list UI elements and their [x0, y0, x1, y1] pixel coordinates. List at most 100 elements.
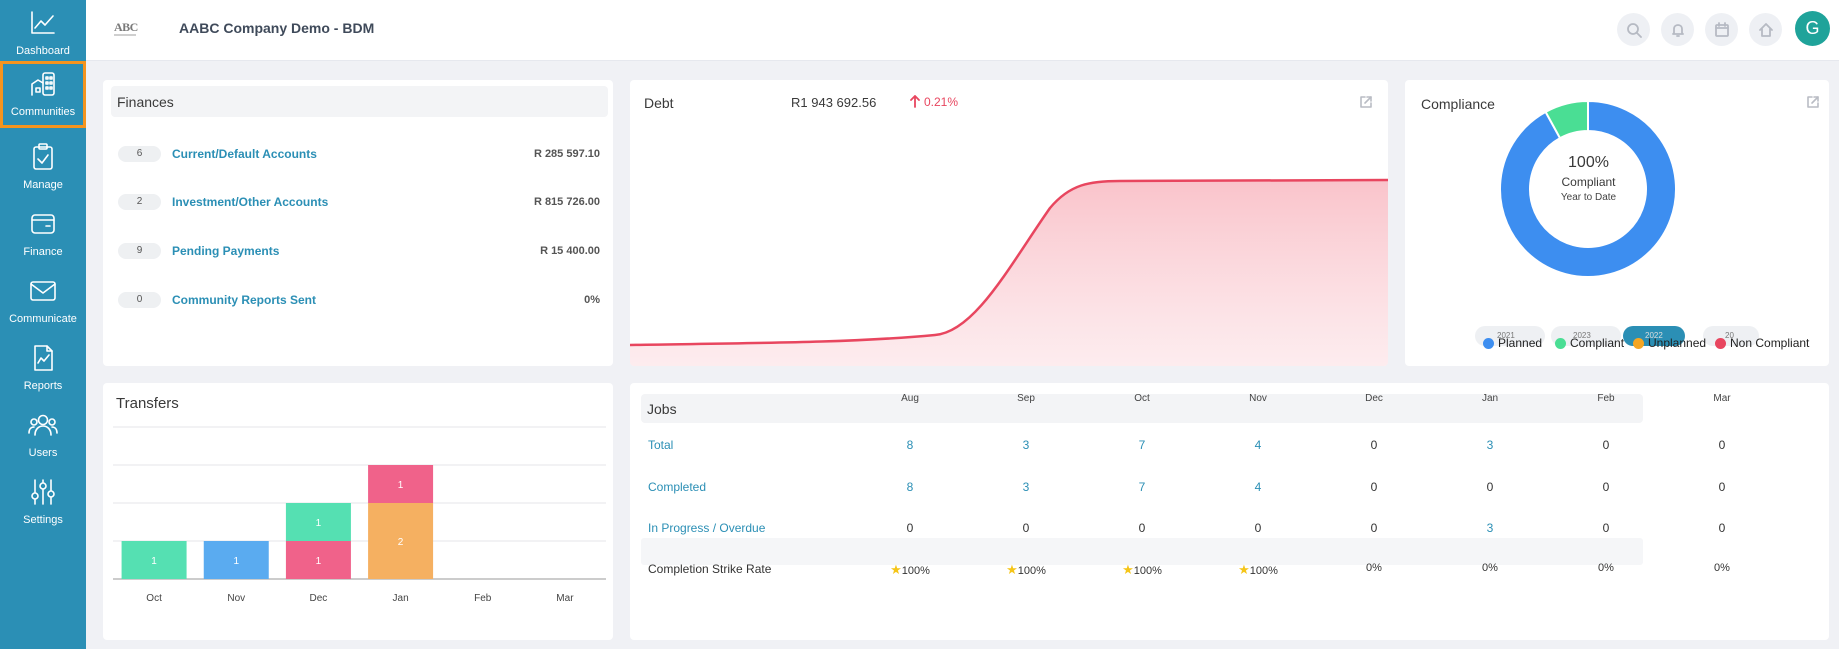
jobs-cell-value: 0% — [1366, 562, 1382, 574]
compliance-donut — [1499, 99, 1677, 278]
jobs-cell-value: 0 — [1138, 521, 1146, 535]
jobs-cell[interactable]: 3 — [1460, 521, 1520, 535]
jobs-cell: 0 — [1112, 521, 1172, 535]
jobs-cell-value: 100% — [1249, 565, 1278, 577]
finance-value: R 815 726.00 — [533, 196, 600, 208]
jobs-cell-value: 0 — [1486, 480, 1494, 494]
bar-segment[interactable] — [285, 541, 351, 579]
jobs-cell-value: 0 — [1022, 521, 1030, 535]
home-button[interactable] — [1749, 13, 1782, 46]
finance-value: 0% — [584, 294, 600, 306]
donut-slice-compliant[interactable] — [1544, 99, 1589, 140]
sidebar-item-label: Settings — [23, 514, 63, 526]
sidebar: Dashboard Communities Manage Finance Com… — [0, 0, 86, 649]
calendar-button[interactable] — [1705, 13, 1738, 46]
bar-segment[interactable] — [368, 503, 434, 579]
jobs-cell[interactable]: 8 — [880, 480, 940, 494]
jobs-month-header: Oct — [1134, 393, 1150, 404]
jobs-month-header: Aug — [901, 393, 919, 404]
compliance-card: Compliance 100% Compliant Year to Date 2… — [1405, 80, 1829, 366]
legend-planned[interactable]: Planned — [1483, 336, 1542, 350]
x-tick-label: Nov — [227, 593, 245, 604]
jobs-row-label[interactable]: Total — [648, 438, 674, 452]
debt-amount: R1 943 692.56 — [791, 95, 877, 110]
bar-segment[interactable] — [203, 541, 269, 579]
jobs-row-label: Completion Strike Rate — [648, 562, 772, 576]
jobs-cell[interactable]: 4 — [1228, 438, 1288, 452]
jobs-card: Jobs Aug Sep Oct Nov Dec Jan Feb Mar Total 8 3 7 4 0 3… — [630, 383, 1829, 640]
community-reports-sent-link[interactable]: Community Reports Sent — [172, 293, 317, 307]
jobs-cell-value: 0% — [1598, 562, 1614, 574]
jobs-month-header: Jan — [1481, 393, 1499, 404]
investment-other-accounts-link[interactable]: Investment/Other Accounts — [172, 195, 329, 209]
jobs-month-header: Dec — [1365, 393, 1383, 404]
sidebar-item-communities[interactable]: Communities — [0, 61, 86, 128]
bar-segment[interactable] — [368, 465, 434, 503]
open-debt-button[interactable] — [1359, 95, 1373, 109]
jobs-header: Jobs — [641, 394, 1643, 423]
legend-unplanned[interactable]: Unplanned — [1633, 336, 1706, 350]
calendar-icon — [1714, 21, 1729, 37]
legend-dot — [1483, 337, 1494, 349]
jobs-cell: 0 — [1344, 438, 1404, 452]
debt-line — [630, 178, 1388, 347]
jobs-cell: ★100% — [1112, 562, 1172, 578]
jobs-cell[interactable]: 3 — [1460, 438, 1520, 452]
jobs-cell[interactable]: 3 — [996, 480, 1056, 494]
report-file-icon — [34, 345, 53, 371]
jobs-cell-value: 3 — [1022, 480, 1030, 494]
sidebar-item-manage[interactable]: Manage — [0, 134, 86, 201]
jobs-cell-value: 3 — [1486, 521, 1494, 535]
jobs-month-header: Sep — [1017, 393, 1035, 404]
sidebar-item-label: Communicate — [9, 313, 77, 325]
jobs-cell: 0 — [1576, 521, 1636, 535]
jobs-row-label[interactable]: In Progress / Overdue — [648, 521, 766, 535]
jobs-cell-value: 0 — [1370, 521, 1378, 535]
bar-segment[interactable] — [121, 541, 187, 579]
clipboard-check-icon — [33, 143, 53, 170]
notifications-button[interactable] — [1661, 13, 1694, 46]
bar-segment[interactable] — [285, 503, 351, 541]
sidebar-item-settings[interactable]: Settings — [0, 469, 86, 536]
jobs-cell-value: 0% — [1714, 562, 1730, 574]
jobs-cell: 0 — [1344, 480, 1404, 494]
jobs-cell-value: 0 — [1370, 438, 1378, 452]
sliders-icon — [31, 479, 55, 505]
jobs-cell: 0 — [1692, 521, 1752, 535]
sidebar-item-finance[interactable]: Finance — [0, 201, 86, 268]
legend-compliant[interactable]: Compliant — [1555, 336, 1624, 350]
bar-label: 1 — [233, 556, 239, 567]
jobs-cell[interactable]: 7 — [1112, 480, 1172, 494]
jobs-cell[interactable]: 3 — [996, 438, 1056, 452]
jobs-cell[interactable]: 8 — [880, 438, 940, 452]
sidebar-item-reports[interactable]: Reports — [0, 335, 86, 402]
debt-change-value: 0.21% — [924, 95, 959, 109]
jobs-cell-value: 0 — [906, 521, 914, 535]
jobs-cell[interactable]: 7 — [1112, 438, 1172, 452]
strike-rate-row-bg — [641, 538, 1643, 565]
jobs-cell: 0 — [1460, 480, 1520, 494]
legend-non-compliant[interactable]: Non Compliant — [1715, 336, 1809, 350]
star-icon: ★ — [1122, 562, 1134, 577]
jobs-cell-value: 0 — [1602, 438, 1610, 452]
year-pill[interactable]: 2023 — [1551, 326, 1621, 346]
pending-payments-link[interactable]: Pending Payments — [172, 244, 280, 258]
count-badge: 9 — [118, 243, 161, 259]
jobs-cell[interactable]: 4 — [1228, 480, 1288, 494]
sidebar-item-communicate[interactable]: Communicate — [0, 268, 86, 335]
sidebar-item-dashboard[interactable]: Dashboard — [0, 0, 86, 67]
sidebar-item-label: Finance — [23, 246, 63, 258]
jobs-cell: 0 — [1692, 480, 1752, 494]
compliance-title: Compliance — [1421, 96, 1495, 112]
jobs-cell: 0 — [1576, 438, 1636, 452]
open-compliance-button[interactable] — [1806, 95, 1820, 109]
donut-slice-planned[interactable] — [1499, 99, 1677, 278]
jobs-cell: 0 — [1344, 521, 1404, 535]
jobs-cell-value: 7 — [1138, 480, 1146, 494]
sidebar-item-users[interactable]: Users — [0, 402, 86, 469]
jobs-row-label[interactable]: Completed — [648, 480, 707, 494]
bar-label: 1 — [398, 480, 404, 491]
current-default-accounts-link[interactable]: Current/Default Accounts — [172, 147, 317, 161]
search-button[interactable] — [1617, 13, 1650, 46]
user-avatar[interactable]: G — [1795, 11, 1830, 46]
